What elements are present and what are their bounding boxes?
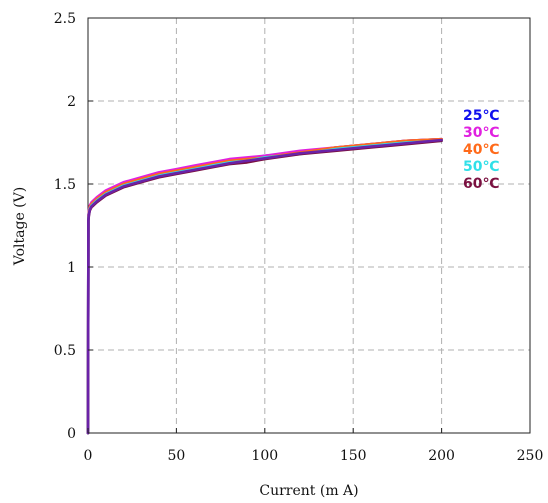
- x-tick-label: 250: [517, 448, 544, 464]
- y-tick-label: 0.5: [54, 343, 76, 359]
- x-tick-label: 50: [167, 448, 185, 464]
- x-tick-label: 200: [428, 448, 455, 464]
- legend-entry: 50℃: [463, 159, 499, 175]
- x-tick-label: 150: [340, 448, 367, 464]
- legend-entry: 60℃: [463, 176, 499, 192]
- y-tick-label: 0: [67, 426, 76, 442]
- x-tick-label: 0: [84, 448, 93, 464]
- y-tick-label: 2.5: [54, 11, 76, 27]
- legend-entry: 40℃: [463, 142, 499, 158]
- y-axis: 0 0.5 1 1.5 2 2.5: [54, 11, 93, 442]
- series-line: [86, 138, 443, 435]
- y-tick-label: 1.5: [54, 177, 76, 193]
- y-tick-label: 1: [67, 260, 76, 276]
- x-axis-label: Current (m A): [259, 483, 358, 499]
- series-layer: [86, 137, 443, 435]
- y-tick-label: 2: [67, 94, 76, 110]
- plot-frame: [87, 17, 531, 434]
- y-axis-label: Voltage (V): [12, 187, 28, 266]
- legend-entry: 25℃: [463, 108, 499, 124]
- x-axis: 0 50 100 150 200 250: [84, 428, 544, 464]
- legend: 25℃30℃40℃50℃60℃: [463, 108, 499, 192]
- legend-entry: 30℃: [463, 125, 499, 141]
- x-tick-label: 100: [251, 448, 278, 464]
- grid: [88, 18, 530, 433]
